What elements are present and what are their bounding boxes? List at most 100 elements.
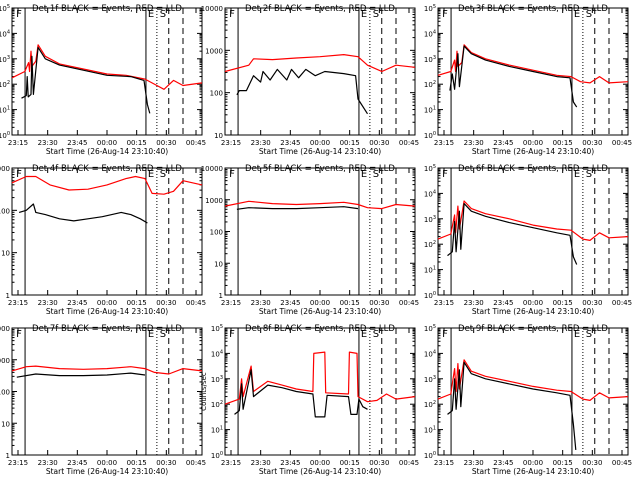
event-marker-label: E: [148, 169, 154, 180]
series-lld-line: [224, 351, 416, 405]
series-events-line: [236, 206, 359, 210]
x-tick-label: 00:15: [127, 459, 147, 467]
y-tick-label: 10: [214, 260, 223, 268]
y-tick-label: 100: [424, 131, 436, 140]
y-tick-label: 10: [1, 250, 10, 258]
plot-frame: [224, 167, 416, 296]
x-tick-label: 00:15: [127, 299, 147, 307]
plot-frame: [224, 7, 416, 136]
plot-frame: [11, 7, 203, 136]
x-tick-label: 00:00: [97, 299, 117, 307]
series-lld-line: [437, 44, 629, 84]
x-tick-label: 23:15: [221, 139, 241, 147]
event-marker-label: S: [373, 169, 379, 180]
series-events-line: [21, 46, 151, 114]
y-tick-label: 101: [424, 266, 436, 275]
x-tick-label: 00:45: [612, 139, 632, 147]
x-axis-label: Start Time (26-Aug-14 23:10:40): [259, 147, 381, 156]
x-axis-label: Start Time (26-Aug-14 23:10:40): [46, 467, 168, 476]
series-lld-line: [11, 175, 203, 195]
y-tick-label: 1000: [0, 357, 10, 365]
y-tick-label: 101: [424, 106, 436, 115]
x-tick-label: 00:00: [523, 139, 543, 147]
event-marker-label: F: [442, 169, 448, 180]
x-tick-label: 23:45: [493, 139, 513, 147]
series-lld-line: [11, 44, 203, 90]
series-events-line: [18, 203, 148, 224]
x-axis-label: Start Time (26-Aug-14 23:10:40): [46, 147, 168, 156]
chart-title: Det 1f BLACK = Events, RED = LLD: [32, 4, 182, 14]
event-marker-label: F: [16, 329, 22, 340]
chart-title: Det 6f BLACK = Events, RED = LLD: [458, 164, 608, 174]
x-tick-label: 23:45: [67, 299, 87, 307]
y-tick-label: 104: [424, 349, 436, 358]
y-tick-label: 100: [0, 389, 10, 397]
y-tick-label: 101: [424, 426, 436, 435]
x-tick-label: 00:30: [369, 299, 389, 307]
y-tick-label: 100: [211, 451, 223, 460]
series-events-line: [16, 372, 146, 378]
x-tick-label: 00:45: [186, 299, 206, 307]
y-tick-label: 103: [424, 55, 436, 64]
x-tick-label: 23:15: [434, 299, 454, 307]
chart-panel-5: F E S 1 10 100 1000 10000 23:15 23:30 23:45 00:00 00…: [201, 164, 419, 316]
x-tick-label: 00:15: [127, 139, 147, 147]
event-marker-label: S: [160, 169, 166, 180]
plot-frame: [11, 327, 203, 456]
x-axis-label: Start Time (26-Aug-14 23:10:40): [259, 467, 381, 476]
y-tick-label: 103: [424, 215, 436, 224]
chart-panel-9: F E S 100 101 102 103 104 105 23:15 23:30 23:45 00:0…: [424, 324, 632, 476]
chart-title: Det 2f BLACK = Events, RED = LLD: [245, 4, 395, 14]
series-events-line: [447, 203, 578, 265]
series-lld-line: [224, 200, 416, 210]
x-tick-label: 23:30: [464, 459, 484, 467]
event-marker-label: S: [160, 9, 166, 20]
chart-panel-4: F ES 1 10 100 1000 23:15 23:30 23:45 00:00 00:15 00…: [0, 164, 206, 316]
x-tick-label: 23:30: [464, 139, 484, 147]
x-axis-label: Start Time (26-Aug-14 23:10:40): [472, 307, 594, 316]
event-marker-label: E: [574, 329, 580, 340]
event-marker-label: S: [586, 169, 592, 180]
plot-frame: [437, 167, 629, 296]
chart-title: Det 8f BLACK = Events, RED = LLD: [245, 324, 395, 334]
y-tick-label: 101: [211, 426, 223, 435]
x-tick-label: 23:30: [38, 139, 58, 147]
x-tick-label: 00:15: [340, 299, 360, 307]
x-tick-label: 00:15: [553, 459, 573, 467]
x-tick-label: 23:45: [67, 459, 87, 467]
event-marker-label: F: [442, 329, 448, 340]
chart-panel-2: F E S 10 100 1000 10000 23:15 23:30 23:45 00:00 00:…: [201, 4, 419, 156]
chart-title: Det 4f BLACK = Events, RED = LLD: [32, 164, 182, 174]
series-events-line: [447, 361, 577, 450]
x-tick-label: 23:30: [251, 299, 271, 307]
event-marker-label: F: [16, 169, 22, 180]
chart-panel-8: F E S 100 101 102 103 104 105 23:15 23:30 23:45 00:0…: [200, 324, 419, 476]
y-tick-label: 10: [214, 132, 223, 140]
x-tick-label: 23:30: [251, 459, 271, 467]
y-tick-label: 104: [424, 29, 436, 38]
y-tick-label: 103: [424, 375, 436, 384]
y-tick-label: 100: [210, 229, 223, 237]
y-tick-label: 105: [424, 4, 436, 13]
plot-frame: [437, 327, 629, 456]
x-tick-label: 23:45: [280, 299, 300, 307]
x-tick-label: 00:15: [553, 139, 573, 147]
x-tick-label: 23:30: [38, 299, 58, 307]
y-tick-label: 105: [424, 164, 436, 173]
x-tick-label: 00:30: [582, 139, 602, 147]
plot-frame: [11, 167, 203, 296]
x-tick-label: 00:30: [582, 299, 602, 307]
y-tick-label: 10000: [201, 165, 223, 173]
x-tick-label: 00:15: [553, 299, 573, 307]
y-tick-label: 100: [0, 207, 10, 215]
series-lld-line: [224, 53, 416, 73]
y-tick-label: 103: [211, 375, 223, 384]
x-tick-label: 00:00: [97, 459, 117, 467]
x-tick-label: 23:30: [38, 459, 58, 467]
chart-panel-3: F E S 100 101 102 103 104 105 23:15 23:30 23:45 00:0…: [424, 4, 632, 156]
event-marker-label: E: [574, 9, 580, 20]
y-tick-label: 1: [219, 292, 223, 300]
x-tick-label: 00:45: [399, 459, 419, 467]
x-tick-label: 23:15: [221, 459, 241, 467]
y-axis-label: Counts/sec: [200, 372, 208, 411]
